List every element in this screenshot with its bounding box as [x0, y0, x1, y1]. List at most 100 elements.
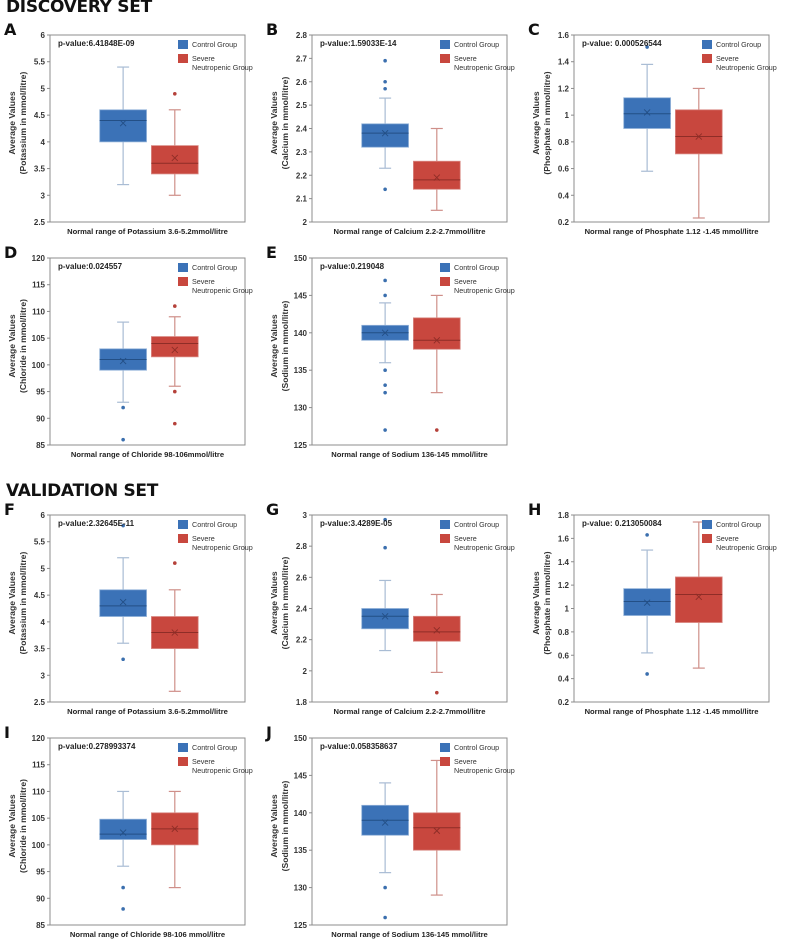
y-axis-label-line2: (Chloride in mmol/litre): [18, 298, 28, 394]
y-tick-label: 4: [41, 618, 46, 627]
legend-label-severe: Severe Neutropenic Group: [192, 54, 253, 72]
y-tick-label: 1: [565, 605, 570, 614]
y-tick-label: 130: [294, 404, 308, 413]
y-tick-label: 100: [32, 841, 46, 850]
legend: Control Group Severe Neutropenic Group: [178, 40, 258, 77]
legend: Control Group Severe Neutropenic Group: [178, 520, 258, 557]
y-axis-label: Average Values (Sodium in mmol/litre): [269, 256, 291, 436]
y-tick-label: 105: [32, 814, 46, 823]
legend-label-control: Control Group: [716, 40, 762, 49]
legend-label-severe: Severe Neutropenic Group: [192, 534, 253, 552]
control-box-group: [99, 790, 147, 911]
panel-i: I 85 90 95 100 105 110 115 120 p-value:0.27899337…: [0, 723, 262, 946]
y-tick-label: 150: [294, 734, 308, 743]
y-axis-label-line2: (Phosphate in mmol/litre): [542, 71, 552, 175]
panel-d: D 85 90 95 100 105 110 115 120 p-value:0.024557 Co…: [0, 243, 262, 470]
y-tick-label: 2.5: [34, 218, 46, 227]
boxplot-svg: 0.2 0.4 0.6 0.8 1 1.2 1.4 1.6 1.8: [558, 511, 770, 707]
y-tick-label: 140: [294, 809, 308, 818]
legend: Control Group Severe Neutropenic Group: [702, 520, 782, 557]
y-tick-label: 0.6: [558, 651, 570, 660]
y-tick-label: 4: [41, 138, 46, 147]
p-value-label: p-value:0.219048: [320, 262, 385, 271]
y-tick-label: 3.5: [34, 645, 46, 654]
boxplot-svg: 1.8 2 2.2 2.4 2.6 2.8 3: [296, 511, 508, 707]
legend-label-control: Control Group: [454, 520, 500, 529]
y-tick-label: 95: [36, 868, 45, 877]
outlier-point: [173, 421, 177, 426]
control-box-group: [99, 66, 147, 186]
mean-marker: [119, 829, 127, 836]
plot-area: [573, 34, 770, 223]
mean-marker: [381, 329, 389, 337]
legend-item-severe: Severe Neutropenic Group: [178, 757, 258, 775]
outlier-point: [383, 390, 387, 395]
y-tick-label: 1.8: [296, 698, 308, 707]
panel-j: J 125 130 135 140 145 150 p-value:0.058358637 Co…: [262, 723, 524, 946]
severe-box-group: [412, 127, 461, 211]
outlier-point: [383, 58, 387, 63]
y-axis-label-line1: Average Values: [7, 794, 17, 858]
legend: Control Group Severe Neutropenic Group: [440, 743, 520, 780]
x-axis-label: Normal range of Sodium 136-145 mmol/litr…: [331, 450, 488, 459]
legend-item-control: Control Group: [178, 520, 258, 529]
y-tick-label: 2.5: [34, 698, 46, 707]
legend-label-control: Control Group: [192, 743, 238, 752]
legend-label-severe: Severe Neutropenic Group: [454, 54, 515, 72]
p-value-label: p-value:0.058358637: [320, 742, 398, 751]
outlier-point: [383, 915, 387, 920]
y-tick-label: 1.6: [558, 31, 570, 40]
outlier-point: [435, 690, 439, 695]
y-axis-label-line1: Average Values: [269, 571, 279, 635]
mean-marker: [119, 357, 127, 365]
boxplot-svg: 0.2 0.4 0.6 0.8 1 1.2 1.4 1.6: [558, 31, 770, 227]
box: [361, 123, 409, 148]
legend: Control Group Severe Neutropenic Group: [702, 40, 782, 77]
severe-box-group: [150, 304, 199, 426]
panel-h: H 0.2 0.4 0.6 0.8 1 1.2 1.4 1.6 1.8 p-value: 0.213…: [524, 500, 786, 727]
y-tick-label: 115: [32, 281, 45, 290]
severe-box-group: [674, 87, 723, 219]
legend-swatch-control: [178, 520, 188, 529]
p-value-label: p-value:0.278993374: [58, 742, 136, 751]
outlier-point: [121, 523, 125, 528]
mean-marker: [433, 626, 441, 634]
legend-swatch-severe: [178, 757, 188, 766]
box: [99, 818, 147, 840]
y-axis-label-line1: Average Values: [7, 314, 17, 378]
outlier-point: [121, 405, 125, 410]
y-tick-label: 130: [294, 884, 308, 893]
y-tick-label: 90: [36, 414, 45, 423]
control-box-group: [361, 782, 409, 920]
legend-label-severe: Severe Neutropenic Group: [716, 54, 777, 72]
legend-label-control: Control Group: [716, 520, 762, 529]
outlier-point: [383, 79, 387, 84]
y-tick-label: 4.5: [34, 591, 46, 600]
control-box-group: [361, 58, 409, 192]
box: [623, 97, 671, 129]
y-axis-label-line2: (Potassium in mmol/litre): [18, 551, 28, 655]
legend-item-severe: Severe Neutropenic Group: [440, 277, 520, 295]
plot-area: [49, 514, 246, 703]
validation-set-title: VALIDATION SET: [6, 481, 159, 501]
y-axis-label-line1: Average Values: [531, 571, 541, 635]
legend-swatch-control: [178, 40, 188, 49]
y-tick-label: 120: [32, 734, 46, 743]
panel-b: B 2 2.1 2.2 2.3 2.4 2.5 2.6 2.7 2.8 p-value:1.5903…: [262, 20, 524, 247]
y-tick-label: 150: [294, 254, 308, 263]
box: [150, 145, 199, 175]
p-value-label: p-value:2.32645E-11: [58, 519, 135, 528]
legend-swatch-severe: [702, 54, 712, 63]
panel-letter: J: [266, 723, 272, 742]
legend-label-control: Control Group: [454, 40, 500, 49]
y-tick-label: 5: [41, 84, 46, 93]
x-axis-label: Normal range of Chloride 98-106 mmol/lit…: [69, 930, 226, 939]
legend: Control Group Severe Neutropenic Group: [440, 40, 520, 77]
legend: Control Group Severe Neutropenic Group: [440, 520, 520, 557]
legend: Control Group Severe Neutropenic Group: [440, 263, 520, 300]
boxplot-svg: 2.5 3 3.5 4 4.5 5 5.5 6: [34, 511, 246, 707]
outlier-point: [383, 278, 387, 283]
y-tick-label: 145: [294, 771, 308, 780]
outlier-point: [173, 91, 177, 96]
box: [99, 589, 147, 617]
